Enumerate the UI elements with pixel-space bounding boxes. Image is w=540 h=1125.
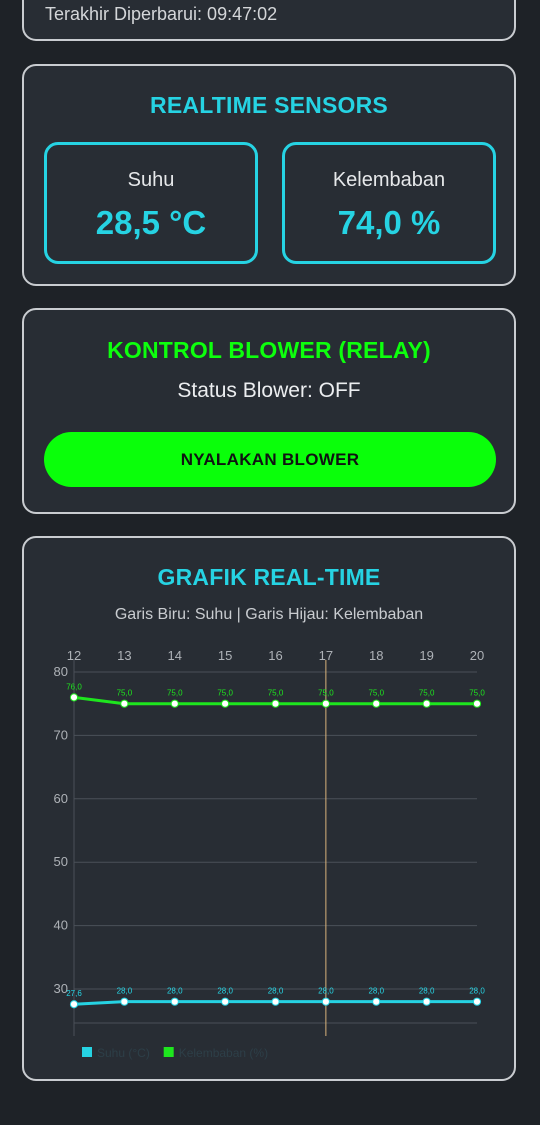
data-label: 27,6 <box>66 989 82 998</box>
y-tick-label: 40 <box>54 918 68 933</box>
legend-swatch <box>163 1047 174 1057</box>
data-label: 75,0 <box>368 689 384 698</box>
data-label: 28,0 <box>318 987 334 996</box>
temperature-value: 28,5 °C <box>95 204 207 241</box>
data-label: 28,0 <box>419 987 435 996</box>
x-tick-label: 19 <box>419 648 433 663</box>
data-point <box>271 997 280 1006</box>
data-point <box>321 997 330 1006</box>
data-point <box>221 997 230 1006</box>
x-tick-label: 20 <box>470 648 484 663</box>
humidity-box: Kelembaban 74,0 % <box>282 142 496 264</box>
data-point <box>372 699 381 708</box>
y-tick-label: 80 <box>54 664 68 679</box>
temperature-label: Suhu <box>127 169 175 191</box>
blower-card: KONTROL BLOWER (RELAY) Status Blower: OF… <box>22 308 516 514</box>
x-tick-label: 16 <box>268 648 282 663</box>
data-point <box>221 699 230 708</box>
data-label: 75,0 <box>217 689 233 698</box>
data-point <box>271 699 280 708</box>
humidity-label: Kelembaban <box>332 169 446 191</box>
blower-toggle-button[interactable]: NYALAKAN BLOWER <box>44 432 496 487</box>
chart-card: GRAFIK REAL-TIME Garis Biru: Suhu | Gari… <box>22 536 516 1081</box>
data-label: 28,0 <box>217 987 233 996</box>
data-point <box>69 1000 79 1009</box>
chart-title: GRAFIK REAL-TIME <box>157 564 381 590</box>
data-point <box>422 997 431 1006</box>
data-label: 76,0 <box>66 682 82 691</box>
sensors-title: REALTIME SENSORS <box>150 92 388 118</box>
data-label: 28,0 <box>368 987 384 996</box>
data-label: 75,0 <box>117 689 133 698</box>
blower-status-text: Status Blower: OFF <box>177 379 361 402</box>
data-point <box>472 699 482 708</box>
legend-label: Suhu (°C) <box>97 1046 150 1060</box>
temperature-box: Suhu 28,5 °C <box>44 142 258 264</box>
last-updated-text: Terakhir Diperbarui: 09:47:02 <box>45 4 278 24</box>
x-tick-label: 17 <box>319 648 333 663</box>
data-label: 75,0 <box>318 689 334 698</box>
data-label: 28,0 <box>117 987 133 996</box>
data-label: 75,0 <box>167 689 183 698</box>
data-label: 75,0 <box>268 689 284 698</box>
status-card: Terakhir Diperbarui: 09:47:02 <box>22 0 516 41</box>
legend-label: Kelembaban (%) <box>179 1046 268 1060</box>
humidity-value: 74,0 % <box>337 204 441 241</box>
data-point <box>170 699 179 708</box>
legend-swatch <box>82 1047 92 1057</box>
y-tick-label: 30 <box>54 981 68 996</box>
data-point <box>69 693 79 702</box>
data-point <box>170 997 179 1006</box>
data-label: 75,0 <box>469 689 485 698</box>
blower-title: KONTROL BLOWER (RELAY) <box>107 337 431 363</box>
data-label: 75,0 <box>419 689 435 698</box>
data-label: 28,0 <box>268 987 284 996</box>
data-point <box>321 699 330 708</box>
data-point <box>472 997 482 1006</box>
x-tick-label: 13 <box>117 648 131 663</box>
x-tick-label: 18 <box>369 648 383 663</box>
chart-subtitle: Garis Biru: Suhu | Garis Hijau: Kelembab… <box>114 606 424 623</box>
y-tick-label: 50 <box>54 854 68 869</box>
sensors-card: REALTIME SENSORS Suhu 28,5 °C Kelembaban… <box>22 64 516 286</box>
data-label: 28,0 <box>469 987 485 996</box>
y-tick-label: 70 <box>54 727 68 742</box>
x-tick-label: 15 <box>218 648 232 663</box>
data-point <box>120 699 129 708</box>
x-tick-label: 14 <box>168 648 182 663</box>
data-point <box>422 699 431 708</box>
y-tick-label: 60 <box>54 791 68 806</box>
data-point <box>120 997 129 1006</box>
x-tick-label: 12 <box>67 648 81 663</box>
data-point <box>372 997 381 1006</box>
data-label: 28,0 <box>167 987 183 996</box>
